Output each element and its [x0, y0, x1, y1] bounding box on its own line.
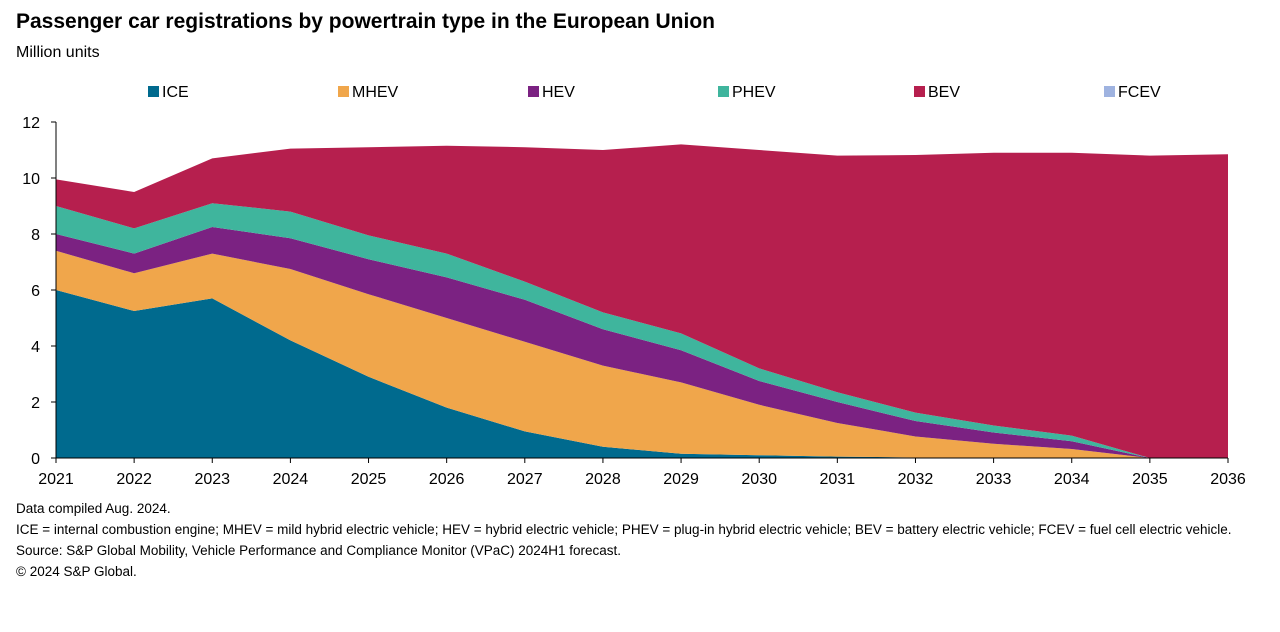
legend-swatch	[148, 86, 159, 97]
area-ice	[56, 290, 1228, 458]
x-tick-label: 2028	[585, 471, 621, 488]
x-tick-label: 2022	[116, 471, 152, 488]
legend-swatch	[914, 86, 925, 97]
chart-title: Passenger car registrations by powertrai…	[16, 10, 715, 33]
x-tick-label: 2036	[1210, 471, 1246, 488]
legend-swatch	[1104, 86, 1115, 97]
legend-swatch	[718, 86, 729, 97]
note-source: Source: S&P Global Mobility, Vehicle Per…	[16, 543, 622, 558]
legend-swatch	[528, 86, 539, 97]
area-phev	[56, 203, 1228, 458]
chart-axes: 0 2 4 6 8 10 12 2021 2022 2023 2024 2025 2026 2027 202…	[22, 115, 1246, 488]
legend-item-hev: HEV	[528, 84, 575, 101]
legend-item-bev: BEV	[914, 84, 960, 101]
area-mhev	[56, 250, 1228, 458]
area-hev	[56, 227, 1228, 458]
chart-areas	[56, 144, 1228, 458]
chart-subtitle: Million units	[16, 44, 100, 61]
legend-label: HEV	[542, 84, 575, 101]
legend-label: BEV	[928, 84, 960, 101]
y-tick-label: 8	[31, 227, 40, 244]
chart-legend: ICE MHEV HEV PHEV BEV FCEV	[148, 84, 1161, 101]
x-tick-label: 2032	[898, 471, 934, 488]
x-tick-label: 2021	[38, 471, 74, 488]
x-tick-label: 2031	[820, 471, 856, 488]
legend-swatch	[338, 86, 349, 97]
legend-label: ICE	[162, 84, 189, 101]
chart-notes: Data compiled Aug. 2024. ICE = internal …	[16, 500, 1266, 584]
x-tick-label: 2029	[663, 471, 699, 488]
legend-label: PHEV	[732, 84, 776, 101]
legend-label: MHEV	[352, 84, 399, 101]
legend-item-ice: ICE	[148, 84, 189, 101]
y-tick-label: 12	[22, 115, 40, 132]
area-bev	[56, 144, 1228, 458]
y-tick-label: 2	[31, 395, 40, 412]
note-copyright: © 2024 S&P Global.	[16, 564, 137, 579]
x-tick-label: 2030	[741, 471, 777, 488]
legend-label: FCEV	[1118, 84, 1161, 101]
y-tick-label: 6	[31, 283, 40, 300]
x-tick-label: 2034	[1054, 471, 1090, 488]
y-tick-label: 0	[31, 451, 40, 468]
legend-item-mhev: MHEV	[338, 84, 399, 101]
x-tick-label: 2023	[194, 471, 230, 488]
note-definitions: ICE = internal combustion engine; MHEV =…	[16, 522, 1232, 537]
x-tick-label: 2026	[429, 471, 465, 488]
y-tick-label: 10	[22, 171, 40, 188]
note-compiled: Data compiled Aug. 2024.	[16, 501, 171, 516]
x-tick-label: 2024	[273, 471, 309, 488]
legend-item-phev: PHEV	[718, 84, 776, 101]
x-tick-label: 2035	[1132, 471, 1168, 488]
x-tick-label: 2027	[507, 471, 543, 488]
x-tick-label: 2025	[351, 471, 387, 488]
y-tick-label: 4	[31, 339, 40, 356]
legend-item-fcev: FCEV	[1104, 84, 1161, 101]
x-tick-label: 2033	[976, 471, 1012, 488]
